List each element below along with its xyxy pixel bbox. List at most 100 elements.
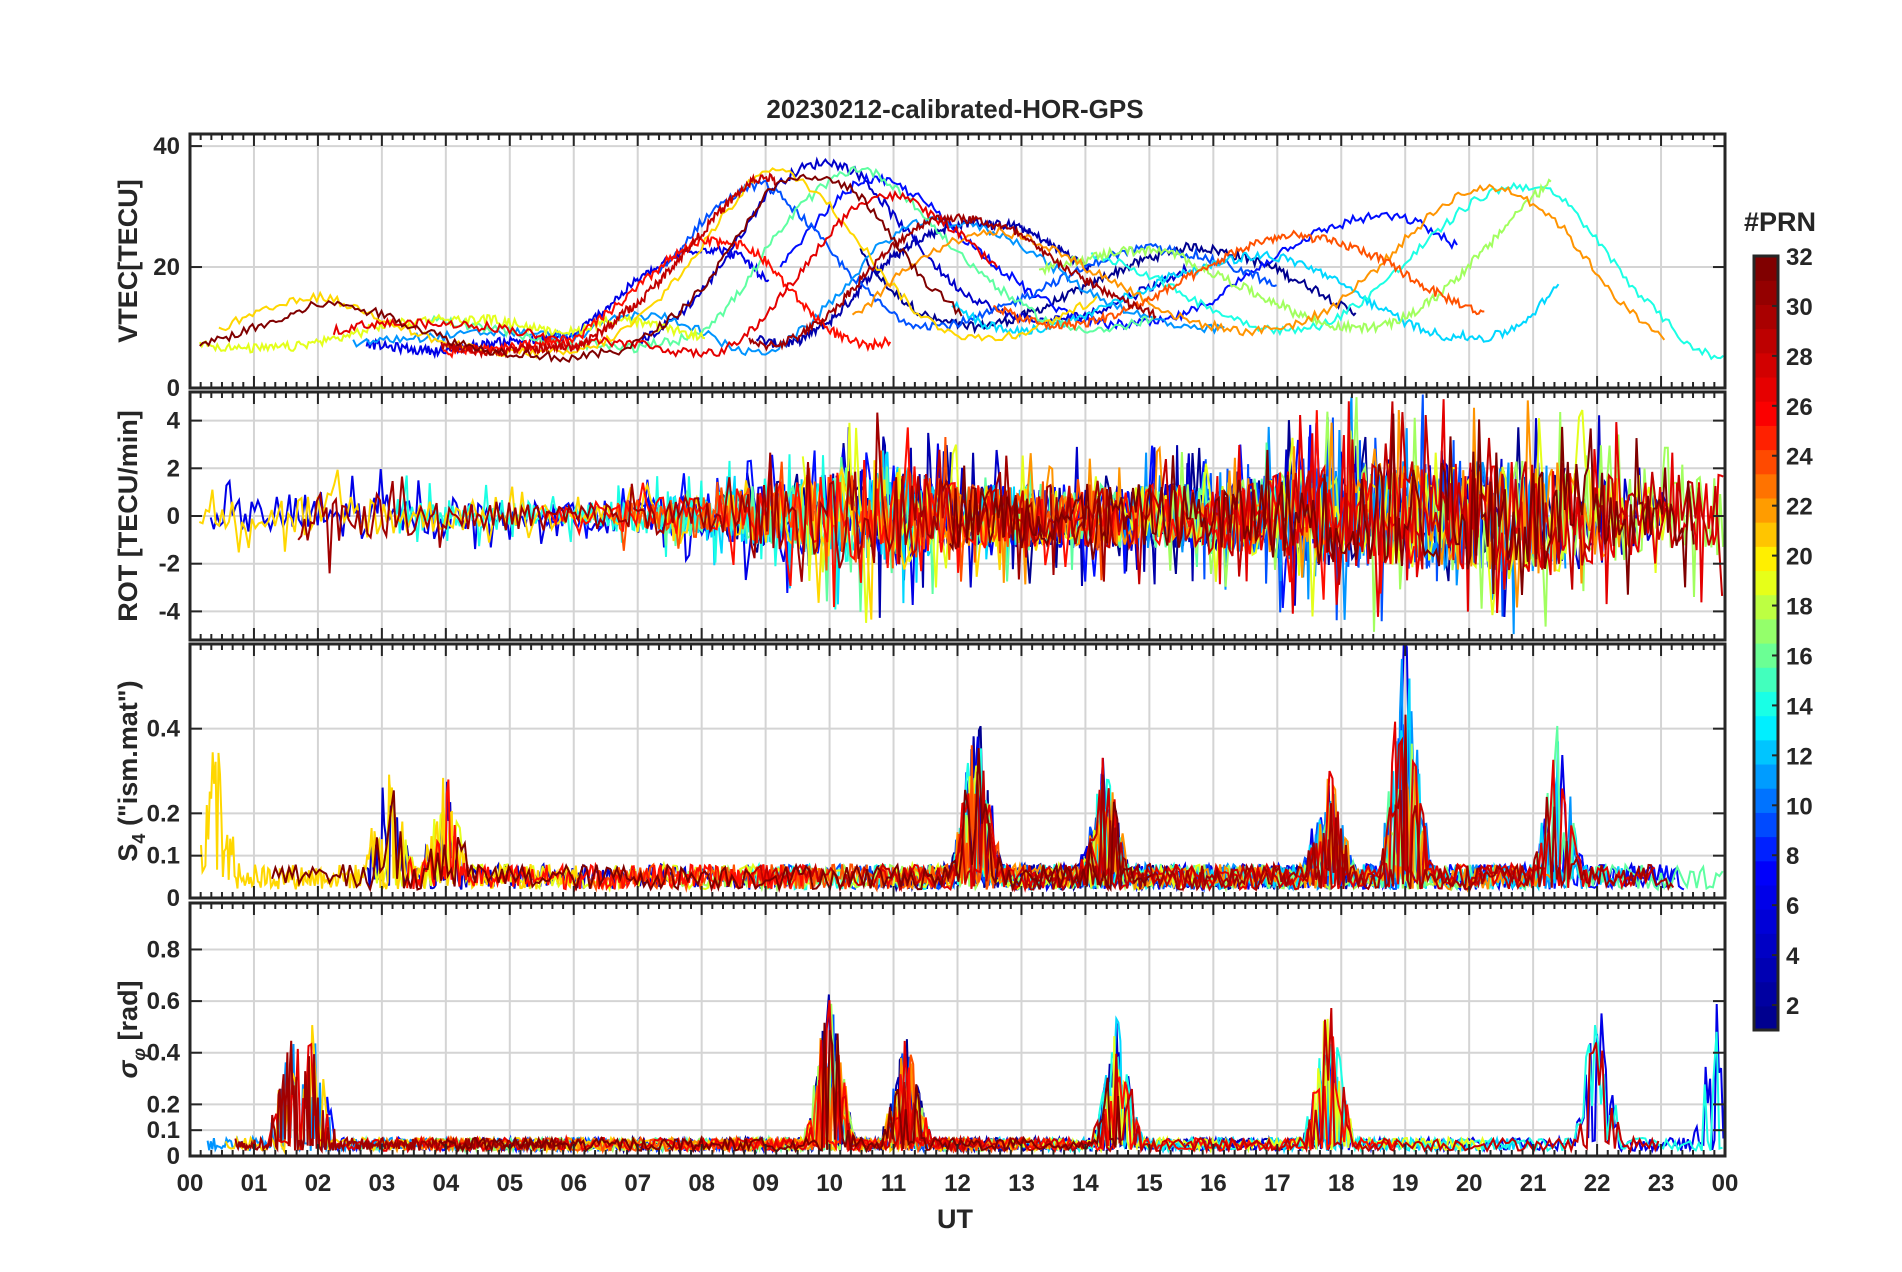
- series-line-prn-22: [851, 183, 1666, 341]
- series-line-prn-8: [779, 172, 1458, 331]
- y-tick-label: 0.6: [147, 988, 180, 1015]
- y-tick-label: 2: [167, 455, 180, 482]
- x-tick-label: 04: [432, 1170, 459, 1197]
- colorbar-band: [1754, 304, 1778, 330]
- colorbar-tick-label: 32: [1786, 244, 1813, 271]
- x-tick-label: 10: [816, 1170, 843, 1197]
- panel-2: -4 -2 0 2 4 ROT [TECU/min]: [113, 390, 1727, 642]
- colorbar-band: [1754, 812, 1778, 838]
- series-line-prn-30: [234, 1040, 567, 1154]
- y-tick-label: 0.2: [147, 800, 180, 827]
- panel-1: 0 20 40 VTEC[TECU]: [113, 132, 1727, 402]
- colorbar-tick-label: 16: [1786, 643, 1813, 670]
- colorbar-band: [1754, 352, 1778, 378]
- x-tick-label: 13: [1008, 1170, 1035, 1197]
- panel-3: 0 0.1 0.2 0.4S4 ("ism.mat"): [113, 642, 1727, 912]
- colorbar-tick-label: 14: [1786, 693, 1813, 720]
- y-tick-label: -2: [159, 551, 180, 578]
- series-line-prn-24: [993, 229, 1485, 332]
- colorbar-band: [1754, 788, 1778, 813]
- x-tick-label: 05: [496, 1170, 523, 1197]
- colorbar-tick-label: 26: [1786, 394, 1813, 421]
- colorbar-tick-label: 24: [1786, 444, 1813, 471]
- colorbar-band: [1754, 449, 1778, 475]
- colorbar-band: [1754, 425, 1778, 451]
- colorbar-band: [1754, 497, 1778, 523]
- series-line-prn-32: [199, 173, 963, 363]
- colorbar-band: [1754, 957, 1778, 983]
- x-tick-label: 22: [1584, 1170, 1611, 1197]
- y-tick-label: 20: [153, 254, 180, 281]
- colorbar-tick-label: 22: [1786, 494, 1813, 521]
- series-line-prn-19: [198, 313, 706, 354]
- series-line-prn-30: [748, 213, 1157, 352]
- colorbar-band: [1754, 836, 1778, 862]
- series-line-prn-17: [1038, 178, 1552, 335]
- y-axis-label: VTEC[TECU]: [113, 179, 143, 343]
- colorbar-band: [1754, 473, 1778, 499]
- x-tick-label: 02: [305, 1170, 332, 1197]
- colorbar-band: [1754, 546, 1778, 572]
- x-tick-label: 07: [624, 1170, 651, 1197]
- x-tick-label: 19: [1392, 1170, 1419, 1197]
- series-line-prn-9: [658, 179, 1277, 332]
- colorbar-frame: [1752, 254, 1780, 1032]
- x-tick-label: 08: [688, 1170, 715, 1197]
- x-tick-label: 18: [1328, 1170, 1355, 1197]
- x-tick-label: 01: [241, 1170, 268, 1197]
- colorbar-band: [1754, 667, 1778, 692]
- x-tick-label: 11: [881, 1170, 906, 1197]
- x-tick-label: 21: [1520, 1170, 1547, 1197]
- series-line-prn-32: [948, 413, 1695, 596]
- x-tick-label: 14: [1072, 1170, 1099, 1197]
- colorbar-band: [1754, 570, 1778, 596]
- colorbar-band: [1754, 594, 1778, 620]
- colorbar-tick-label: 28: [1786, 344, 1813, 371]
- series-line-prn-27: [332, 190, 998, 359]
- x-tick-label: 06: [560, 1170, 587, 1197]
- x-tick-label: 12: [944, 1170, 971, 1197]
- colorbar-band: [1754, 860, 1778, 886]
- series-group: [200, 644, 1724, 894]
- series-line-prn-30: [1027, 714, 1675, 894]
- y-tick-label: 40: [153, 133, 180, 160]
- series-line-prn-3: [755, 216, 1092, 349]
- colorbar-tick-label: 8: [1786, 843, 1799, 870]
- x-tick-label: 00: [177, 1170, 204, 1197]
- x-tick-label: 03: [369, 1170, 396, 1197]
- y-tick-label: 0: [167, 885, 180, 912]
- y-tick-label: 0.8: [147, 936, 180, 963]
- series-line-prn-14: [1090, 181, 1725, 361]
- y-tick-label: 0.4: [147, 716, 181, 743]
- y-tick-label: -4: [159, 598, 181, 625]
- x-tick-label: 16: [1200, 1170, 1227, 1197]
- colorbar-band: [1754, 715, 1778, 741]
- colorbar-tick-label: 12: [1786, 743, 1813, 770]
- x-axis-label: UT: [937, 1204, 973, 1234]
- colorbar-band: [1754, 280, 1778, 305]
- colorbar-band: [1754, 981, 1778, 1007]
- chart-title: 20230212-calibrated-HOR-GPS: [766, 94, 1143, 124]
- y-tick-label: 0.4: [147, 1040, 181, 1067]
- colorbar-tick-label: 4: [1786, 943, 1800, 970]
- y-tick-label: 0: [167, 503, 180, 530]
- y-tick-label: 0: [167, 1143, 180, 1170]
- x-tick-label: 17: [1264, 1170, 1291, 1197]
- colorbar-band: [1754, 328, 1778, 354]
- y-tick-label: 0.2: [147, 1091, 180, 1118]
- y-tick-label: 4: [167, 408, 181, 435]
- colorbar-band: [1754, 933, 1778, 959]
- colorbar-tick-label: 6: [1786, 893, 1799, 920]
- series-line-prn-32: [271, 748, 1152, 894]
- colorbar-band: [1754, 376, 1778, 402]
- x-tick-label: 20: [1456, 1170, 1483, 1197]
- x-tick-label: 23: [1648, 1170, 1675, 1197]
- y-axis-label: ROT [TECU/min]: [113, 410, 143, 621]
- series-line-prn-30: [297, 412, 1118, 582]
- colorbar-band: [1754, 1005, 1778, 1031]
- x-tick-label: 15: [1136, 1170, 1163, 1197]
- colorbar-tick-label: 30: [1786, 294, 1813, 321]
